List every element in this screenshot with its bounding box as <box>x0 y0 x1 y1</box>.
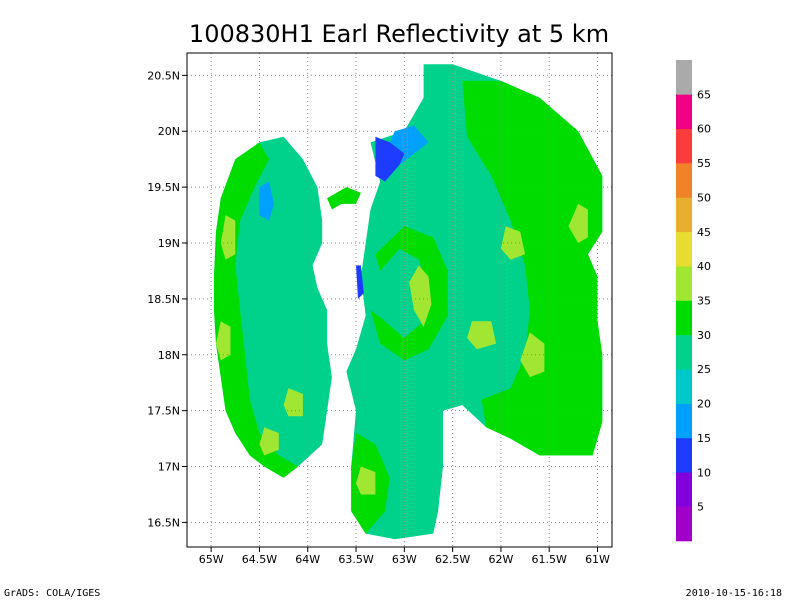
colorbar-segment <box>676 128 692 164</box>
colorbar-label: 40 <box>697 260 711 273</box>
x-tick-label: 64.5W <box>242 553 277 566</box>
x-tick-label: 63W <box>392 553 417 566</box>
region-east-blob-3 <box>568 203 588 243</box>
colorbar-segment <box>676 300 692 336</box>
y-tick-label: 18.5N <box>147 293 180 306</box>
x-axis: 65W 64.5W 64W 63.5W 63W 62.5W 62W 61.5W 61W <box>199 547 610 566</box>
colorbar-segment <box>676 197 692 233</box>
colorbar-segment <box>676 231 692 267</box>
y-tick-label: 16.5N <box>147 516 180 529</box>
colorbar-label: 65 <box>697 88 711 101</box>
colorbar-segment <box>676 472 692 507</box>
x-tick-label: 62.5W <box>435 553 470 566</box>
region-eye-strong <box>409 265 432 327</box>
region-south-blob <box>356 466 376 495</box>
y-tick-label: 19.5N <box>147 181 180 194</box>
colorbar-label: 55 <box>697 157 711 170</box>
colorbar-label: 10 <box>697 466 711 479</box>
plot-area <box>187 53 612 547</box>
colorbar-label: 60 <box>697 123 711 136</box>
x-tick-label: 61.5W <box>532 553 567 566</box>
region-west-blob-2 <box>216 321 231 361</box>
colorbar-segment <box>676 60 692 95</box>
y-tick-label: 20.5N <box>147 69 180 82</box>
reflectivity-regions <box>214 64 603 540</box>
x-tick-label: 61W <box>585 553 610 566</box>
region-west-blue <box>259 181 274 221</box>
y-tick-label: 20N <box>158 125 180 138</box>
colorbar-segment <box>676 437 692 473</box>
region-north-deep-blue <box>375 136 405 182</box>
colorbar-segment <box>676 334 692 370</box>
colorbar <box>676 60 692 542</box>
plot-frame <box>186 52 613 548</box>
region-north-patch <box>327 187 361 210</box>
colorbar-label: 20 <box>697 398 711 411</box>
region-east-blob-2 <box>520 332 545 378</box>
y-tick-label: 19N <box>158 237 180 250</box>
x-tick-label: 63.5W <box>338 553 373 566</box>
footer-left: GrADS: COLA/IGES <box>4 588 100 599</box>
region-west-blob-1 <box>220 215 236 260</box>
colorbar-segment <box>676 266 692 301</box>
colorbar-label: 5 <box>697 501 704 514</box>
y-tick-label: 17N <box>158 461 180 474</box>
y-axis: 16.5N 17N 17.5N 18N 18.5N 19N 19.5N 20N 20.5N <box>147 69 187 529</box>
colorbar-segment <box>676 506 692 542</box>
colorbar-label: 45 <box>697 226 711 239</box>
y-tick-label: 17.5N <box>147 405 180 418</box>
colorbar-segment <box>676 163 692 198</box>
colorbar-label: 25 <box>697 363 711 376</box>
region-west-blob-3 <box>259 427 279 456</box>
gridlines <box>187 53 612 547</box>
colorbar-label: 35 <box>697 295 711 308</box>
x-tick-label: 64W <box>295 553 320 566</box>
colorbar-segment <box>676 403 692 439</box>
colorbar-label: 50 <box>697 191 711 204</box>
chart-title: 100830H1 Earl Reflectivity at 5 km <box>189 20 609 48</box>
region-east-blob-4 <box>467 321 497 350</box>
colorbar-label: 15 <box>697 432 711 445</box>
colorbar-labels: 5 10 15 20 25 30 35 40 45 50 55 60 65 <box>697 88 711 513</box>
x-tick-label: 62W <box>488 553 513 566</box>
region-east-blob-1 <box>500 226 526 260</box>
colorbar-segment <box>676 94 692 130</box>
footer-right: 2010-10-15-16:18 <box>686 588 782 599</box>
colorbar-label: 30 <box>697 329 711 342</box>
region-eastern-outer <box>462 80 603 456</box>
region-eye-ring <box>370 226 448 361</box>
colorbar-segment <box>676 369 692 404</box>
region-west-blob-4 <box>283 388 303 417</box>
y-tick-label: 18N <box>158 349 180 362</box>
x-tick-label: 65W <box>199 553 224 566</box>
region-west-core-blue <box>356 265 364 299</box>
